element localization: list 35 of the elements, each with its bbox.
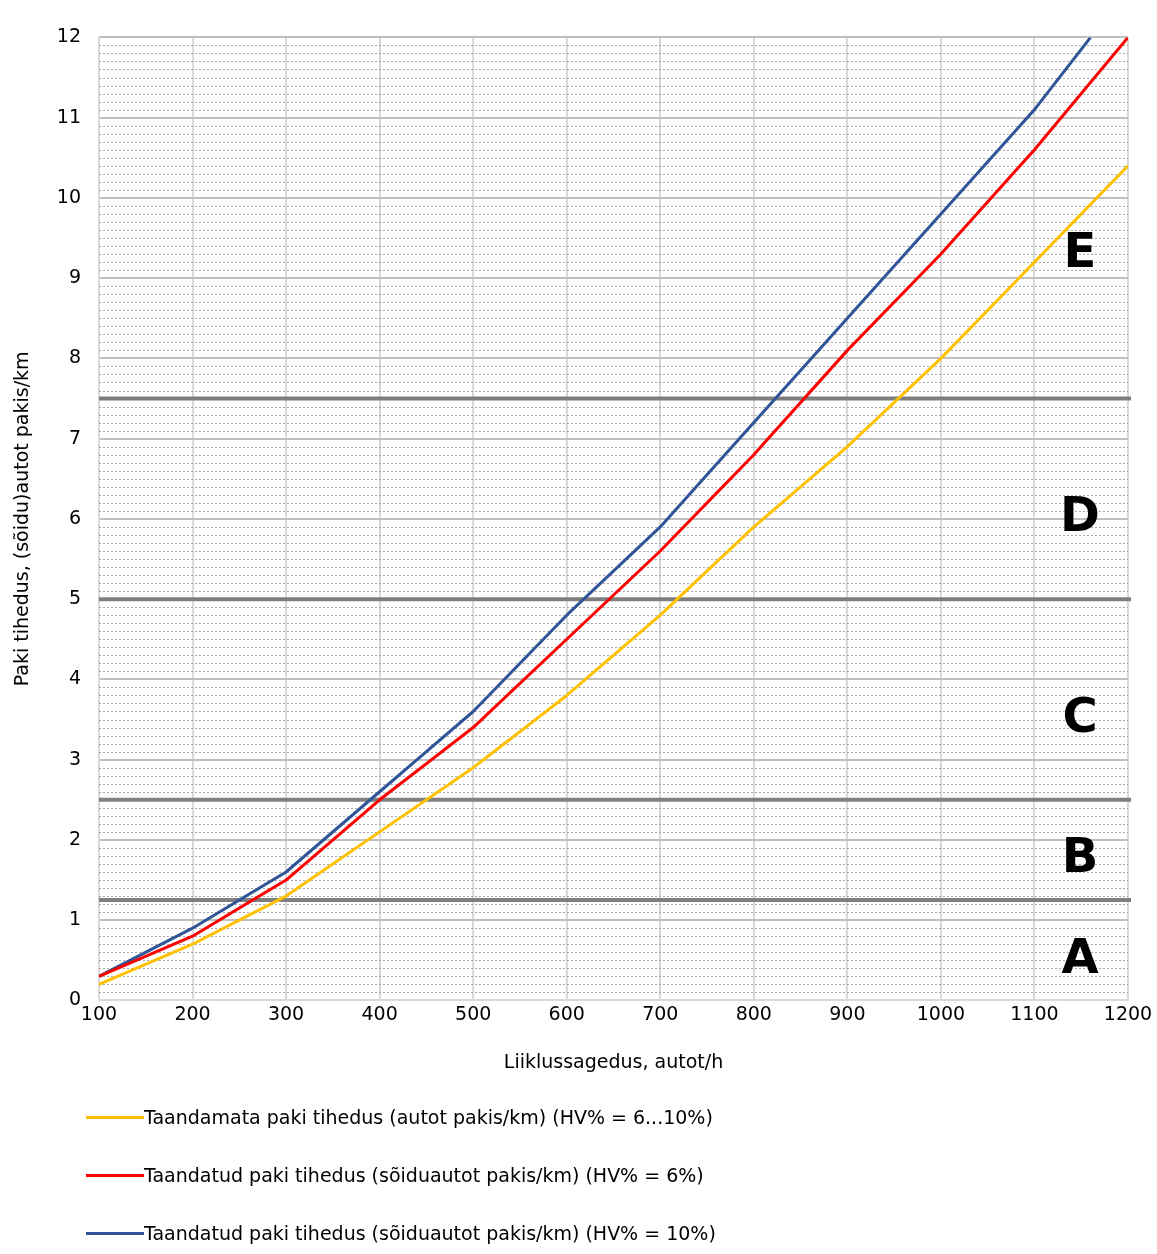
annotation: A bbox=[1061, 927, 1099, 984]
y-tick-label: 9 bbox=[68, 265, 81, 288]
x-tick-label: 900 bbox=[829, 1001, 866, 1024]
x-tick-label: 800 bbox=[735, 1001, 772, 1024]
y-tick-label: 12 bbox=[56, 24, 81, 47]
y-tick-label: 6 bbox=[68, 505, 81, 528]
annotation: D bbox=[1060, 486, 1100, 543]
y-tick-label: 10 bbox=[56, 184, 81, 207]
y-tick-label: 11 bbox=[56, 104, 81, 127]
x-tick-label: 200 bbox=[174, 1001, 211, 1024]
x-tick-label: 1200 bbox=[1103, 1001, 1153, 1024]
y-tick-label: 3 bbox=[68, 746, 81, 769]
x-tick-label: 600 bbox=[548, 1001, 585, 1024]
x-axis-title: Liiklussagedus, autot/h bbox=[503, 1049, 724, 1072]
x-tick-label: 1000 bbox=[916, 1001, 966, 1024]
y-tick-label: 8 bbox=[68, 345, 81, 368]
y-tick-label: 1 bbox=[68, 907, 81, 930]
y-tick-label: 2 bbox=[68, 826, 81, 849]
annotation: B bbox=[1061, 827, 1099, 884]
y-tick-label: 0 bbox=[68, 987, 81, 1010]
x-tick-label: 400 bbox=[361, 1001, 398, 1024]
annotation: C bbox=[1062, 686, 1098, 743]
annotation: E bbox=[1063, 221, 1097, 278]
legend-label: Taandatud paki tihedus (sõiduautot pakis/km) (HV% = 10%) bbox=[144, 1222, 716, 1244]
x-tick-label: 700 bbox=[642, 1001, 679, 1024]
y-axis-title: Paki tihedus, (sõidu)autot pakis/km bbox=[10, 351, 33, 687]
legend-label: Taandatud paki tihedus (sõiduautot pakis/km) (HV% = 6%) bbox=[144, 1164, 704, 1186]
y-tick-label: 5 bbox=[68, 586, 81, 609]
legend-label: Taandamata paki tihedus (autot pakis/km) (HV% = 6...10%) bbox=[144, 1106, 713, 1128]
x-tick-label: 100 bbox=[80, 1001, 118, 1024]
x-tick-label: 300 bbox=[267, 1001, 305, 1024]
x-tick-label: 1100 bbox=[1010, 1001, 1059, 1024]
y-tick-label: 4 bbox=[68, 666, 81, 689]
x-tick-label: 500 bbox=[455, 1001, 492, 1024]
y-tick-label: 7 bbox=[68, 425, 81, 448]
